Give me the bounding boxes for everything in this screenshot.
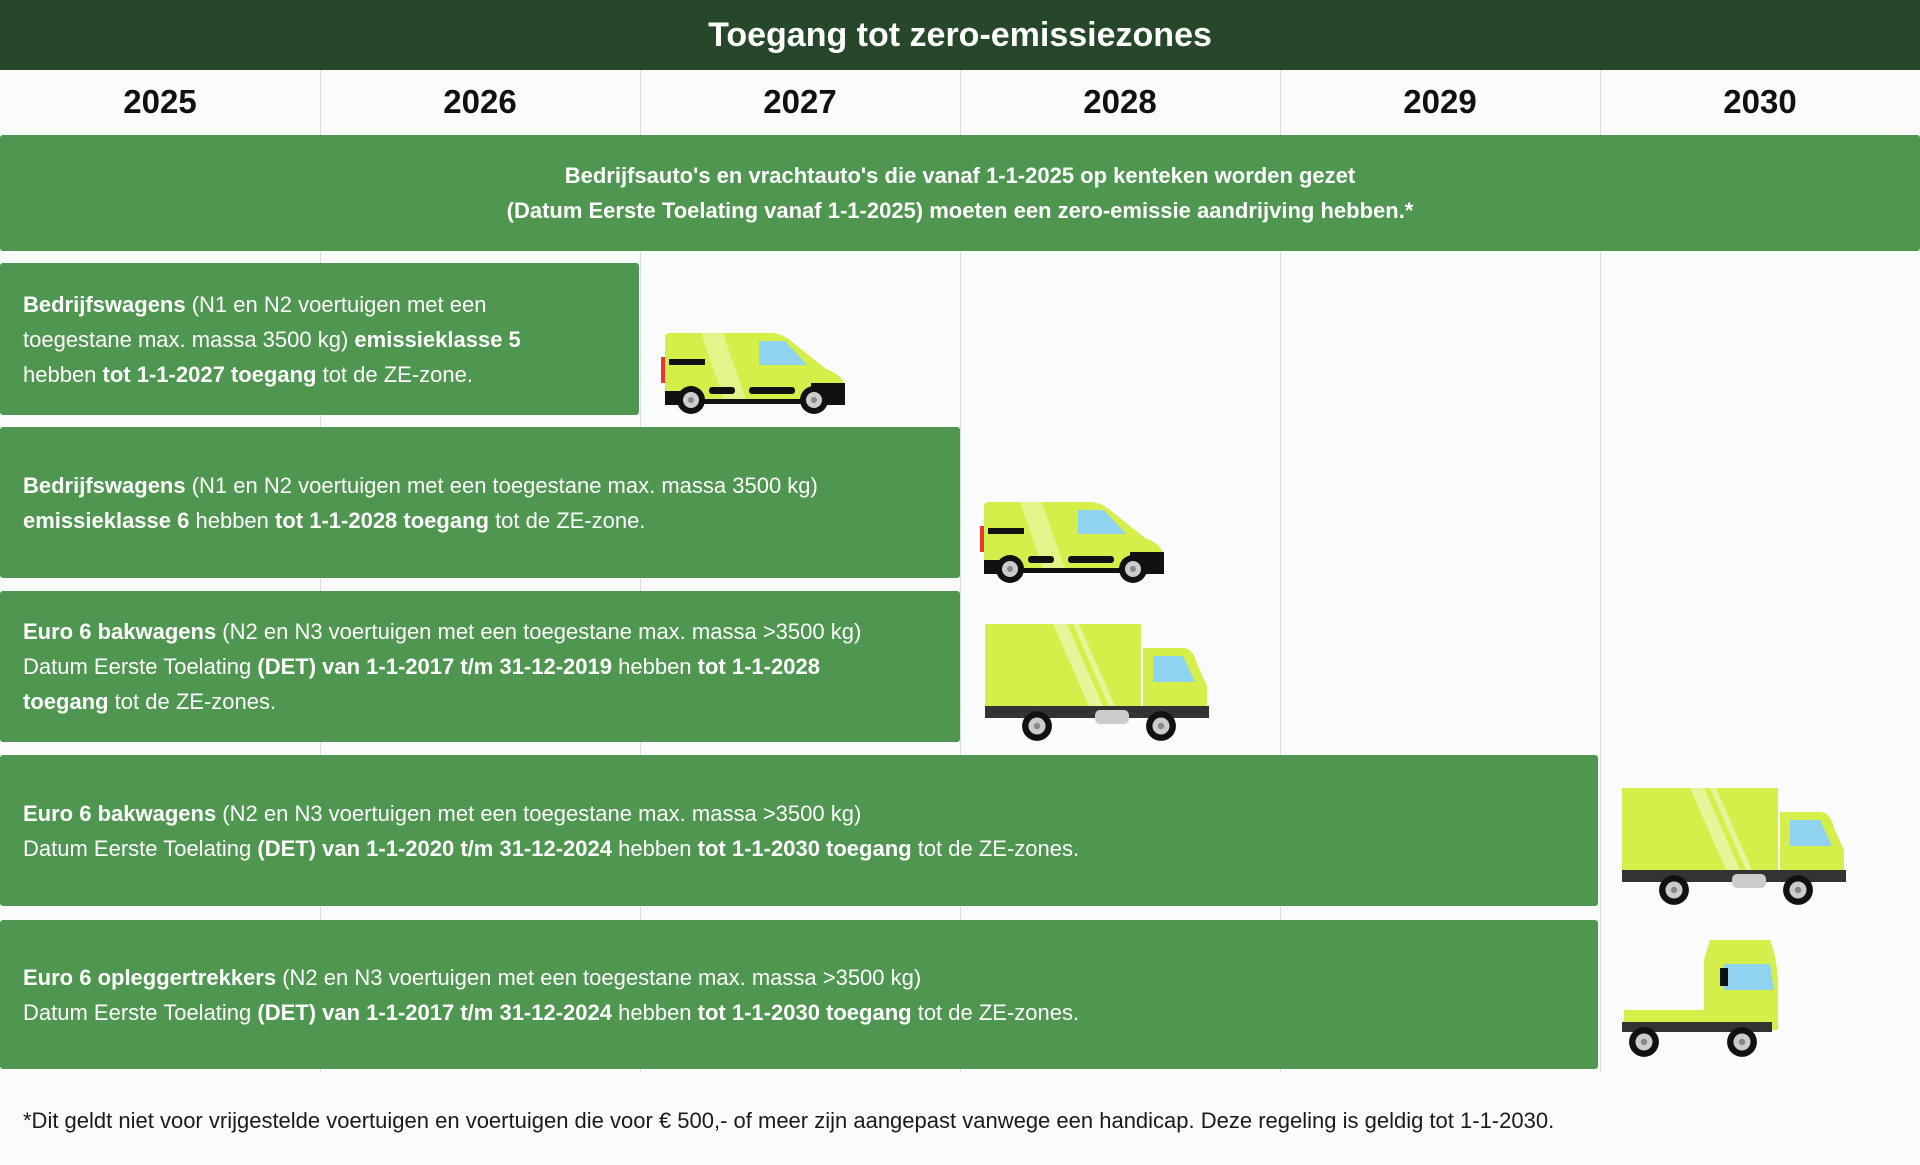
rule-row-vans-class-6: Bedrijfswagens (N1 en N2 voertuigen met … xyxy=(0,427,960,578)
rule-text: tot de ZE-zone. xyxy=(488,507,646,533)
rule-text-line: Euro 6 bakwagens (N2 en N3 voertuigen me… xyxy=(23,796,1598,831)
rule-text: (N2 en N3 voertuigen met een toegestane … xyxy=(216,619,862,644)
rule-text: toegestane max. massa 3500 kg) xyxy=(23,326,355,352)
year-2029: 2029 xyxy=(1403,83,1477,120)
rule-text: tot de ZE-zone. xyxy=(316,361,473,387)
rule-text-bold: (DET) van 1-1-2020 t/m 31-12-2024 xyxy=(257,835,613,861)
year-2030: 2030 xyxy=(1723,83,1797,120)
rule-text-line: toegang tot de ZE-zones. xyxy=(23,684,960,719)
year-2026: 2026 xyxy=(443,83,517,120)
rule-text-bold: tot 1-1-2028 toegang xyxy=(275,507,489,533)
rule-text-bold: tot 1-1-2028 xyxy=(697,654,820,679)
tractor-unit-icon xyxy=(1620,940,1783,1058)
rule-text-bold: emissieklasse 6 xyxy=(23,507,190,533)
rule-text: (N1 en N2 voertuigen met een toegestane … xyxy=(185,472,818,498)
rule-text-line: Datum Eerste Toelating (DET) van 1-1-202… xyxy=(23,831,1598,866)
rule-text: hebben xyxy=(23,361,103,387)
footnote: *Dit geldt niet voor vrijgestelde voertu… xyxy=(23,1108,1555,1133)
rule-text: Datum Eerste Toelating xyxy=(23,999,258,1025)
rule-text: hebben xyxy=(189,507,276,533)
page-title: Toegang tot zero-emissiezones xyxy=(0,0,1920,70)
rule-text: (N2 en N3 voertuigen met een toegestane … xyxy=(216,800,862,826)
rule-text-bold: Bedrijfswagens xyxy=(23,291,186,317)
rule-text-line: hebben tot 1-1-2027 toegang tot de ZE-zo… xyxy=(23,357,639,392)
rule-text-bold: Euro 6 bakwagens xyxy=(23,619,217,644)
banner-line: (Datum Eerste Toelating vanaf 1-1-2025) … xyxy=(506,198,1414,223)
rule-text-bold: tot 1-1-2030 toegang xyxy=(697,999,912,1025)
van-icon xyxy=(661,331,847,415)
rule-text-line: Datum Eerste Toelating (DET) van 1-1-201… xyxy=(23,995,1598,1030)
rule-text-line: Bedrijfswagens (N1 en N2 voertuigen met … xyxy=(23,468,960,503)
column-divider xyxy=(1600,70,1601,1073)
box-truck-icon xyxy=(983,624,1210,742)
rule-text-bold: tot 1-1-2027 toegang xyxy=(102,361,317,387)
rule-text: Datum Eerste Toelating xyxy=(23,835,258,861)
banner-line: Bedrijfsauto's en vrachtauto's die vanaf… xyxy=(564,163,1356,188)
year-2027: 2027 xyxy=(763,83,837,120)
rule-text-line: Datum Eerste Toelating (DET) van 1-1-201… xyxy=(23,649,960,684)
rule-text-bold: emissieklasse 5 xyxy=(354,326,521,352)
zero-emission-banner: Bedrijfsauto's en vrachtauto's die vanaf… xyxy=(0,135,1920,251)
rule-text: tot de ZE-zones. xyxy=(911,999,1080,1025)
van-icon xyxy=(980,500,1166,584)
rule-text-bold: Bedrijfswagens xyxy=(23,472,186,498)
rule-text-line: emissieklasse 6 hebben tot 1-1-2028 toeg… xyxy=(23,503,960,538)
year-header-row: 2025 2026 2027 2028 2029 2030 xyxy=(0,70,1920,134)
column-divider xyxy=(1280,70,1281,1073)
rule-text-line: Euro 6 bakwagens (N2 en N3 voertuigen me… xyxy=(23,614,960,649)
rule-text-bold: (DET) van 1-1-2017 t/m 31-12-2019 xyxy=(257,654,613,679)
rule-row-tractor-units: Euro 6 opleggertrekkers (N2 en N3 voertu… xyxy=(0,920,1598,1069)
rule-text-bold: toegang xyxy=(23,689,109,714)
rule-text-bold: (DET) van 1-1-2017 t/m 31-12-2024 xyxy=(257,999,613,1025)
rule-row-box-trucks-2020-2024: Euro 6 bakwagens (N2 en N3 voertuigen me… xyxy=(0,755,1598,906)
rule-text: hebben xyxy=(612,999,698,1025)
rule-row-vans-class-5: Bedrijfswagens (N1 en N2 voertuigen met … xyxy=(0,263,639,415)
rule-row-box-trucks-2017-2019: Euro 6 bakwagens (N2 en N3 voertuigen me… xyxy=(0,591,960,742)
rule-text-bold: Euro 6 opleggertrekkers xyxy=(23,964,277,990)
rule-text: (N1 en N2 voertuigen met een xyxy=(185,291,487,317)
rule-text-bold: tot 1-1-2030 toegang xyxy=(697,835,912,861)
rule-text-line: toegestane max. massa 3500 kg) emissiekl… xyxy=(23,322,639,357)
rule-text: tot de ZE-zones. xyxy=(108,689,277,714)
rule-text: Datum Eerste Toelating xyxy=(23,654,258,679)
rule-text: hebben xyxy=(612,654,698,679)
rule-text-bold: Euro 6 bakwagens xyxy=(23,800,217,826)
rule-text: (N2 en N3 voertuigen met een toegestane … xyxy=(276,964,922,990)
rule-text-line: Euro 6 opleggertrekkers (N2 en N3 voertu… xyxy=(23,960,1598,995)
box-truck-icon xyxy=(1620,788,1847,906)
rule-text-line: Bedrijfswagens (N1 en N2 voertuigen met … xyxy=(23,287,639,322)
rule-text: tot de ZE-zones. xyxy=(911,835,1080,861)
year-2025: 2025 xyxy=(123,83,197,120)
rule-text: hebben xyxy=(612,835,698,861)
year-2028: 2028 xyxy=(1083,83,1157,120)
column-divider xyxy=(960,70,961,1073)
